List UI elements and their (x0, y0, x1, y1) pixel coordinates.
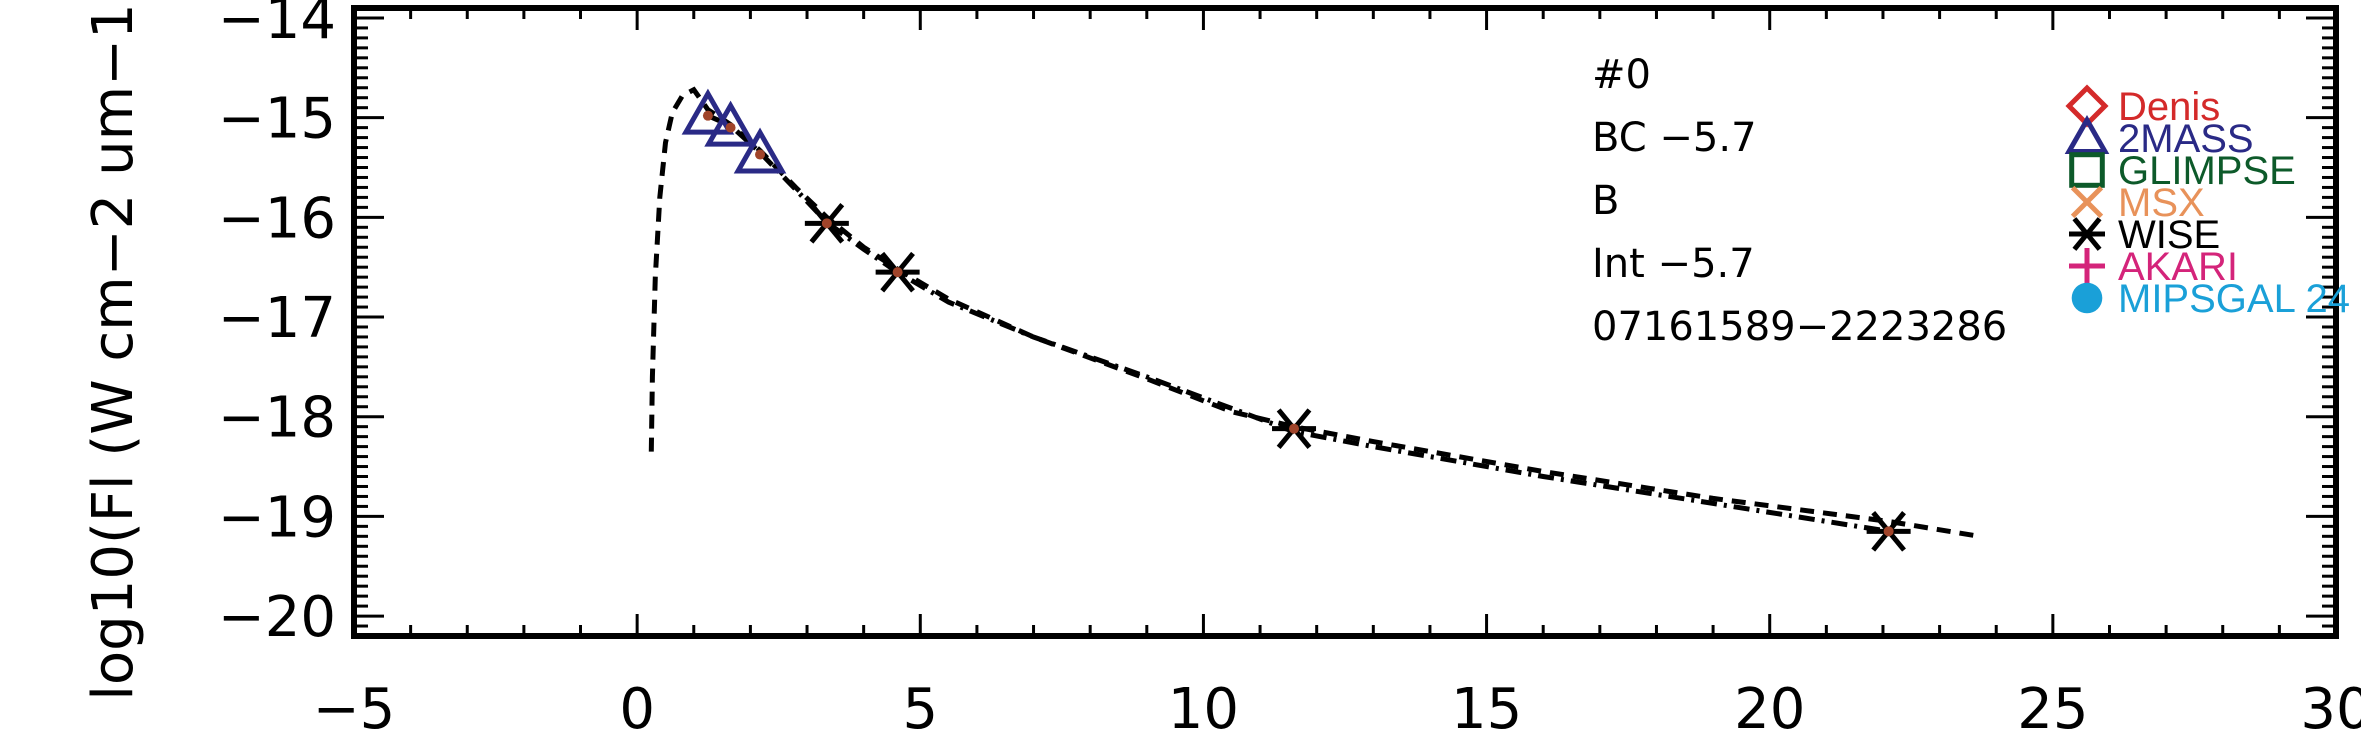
x-tick-label: 5 (902, 677, 938, 742)
flux-point (821, 218, 832, 229)
annotation-line: BC −5.7 (1592, 115, 1757, 161)
model-lines (648, 86, 1980, 539)
y-tick-label: −15 (218, 87, 336, 152)
2mass-point (681, 88, 735, 135)
legend-label: AKARI (2118, 245, 2238, 289)
legend-marker-mipsgal-24 (2071, 282, 2103, 314)
triangle-shape (2064, 114, 2110, 154)
dot-shape (1289, 423, 1300, 434)
legend-marker-glimpse (2069, 152, 2105, 188)
circle-shape (2071, 282, 2103, 314)
axes: −5 0 5 10 15 20 25 30 −20 −19 −18 −17 −16 −15 −14 (218, 0, 2361, 742)
dot-shape (1883, 526, 1894, 537)
legend-marker-wise (2069, 217, 2105, 251)
y-tick-label: −16 (218, 186, 336, 251)
triangle-shape (733, 127, 787, 174)
legend-label: 2MASS (2118, 117, 2254, 161)
y-tick-label: −14 (218, 0, 336, 52)
legend-label: WISE (2118, 213, 2220, 257)
dot-shape (892, 267, 903, 278)
2mass-point (733, 127, 787, 174)
data-markers (681, 88, 1911, 552)
x-tick-label: 10 (1168, 677, 1239, 742)
x-tick-label: 30 (2300, 677, 2361, 742)
legend-marker-msx (2070, 185, 2104, 219)
triangle-shape (704, 100, 757, 147)
triangle-shape (681, 88, 735, 135)
x-stroke (2070, 185, 2104, 219)
annotation-line: Int −5.7 (1592, 241, 1755, 287)
dot-shape (702, 110, 713, 121)
annotation-block: #0 BC −5.7 B Int −5.7 07161589−2223286 (1592, 52, 2007, 350)
flux-point (755, 149, 766, 160)
annotation-line: 07161589−2223286 (1592, 304, 2007, 350)
annotation-line: #0 (1592, 52, 1651, 98)
asterisk-stroke (2072, 217, 2102, 251)
legend-label: Denis (2118, 85, 2220, 129)
y-tick-label: −17 (218, 286, 336, 351)
model-line-dashed (648, 86, 1980, 539)
legend-label: MSX (2118, 181, 2205, 225)
2mass-point (704, 100, 757, 147)
dot-shape (755, 149, 766, 160)
model-line-dashdot (706, 113, 1889, 534)
x-tick-label: 15 (1451, 677, 1522, 742)
y-tick-label: −20 (218, 585, 336, 650)
x-tick-label: −5 (313, 677, 396, 742)
annotation-line: B (1592, 178, 1619, 224)
flux-point (1289, 423, 1300, 434)
square-shape (2069, 152, 2105, 188)
legend-label: GLIMPSE (2118, 149, 2296, 193)
x-tick-label: 20 (1734, 677, 1805, 742)
dot-shape (821, 218, 832, 229)
legend-marker-akari (2069, 248, 2105, 284)
flux-point (1883, 526, 1894, 537)
plot-frame (351, 5, 2339, 639)
flux-point (892, 267, 903, 278)
x-tick-label: 0 (619, 677, 655, 742)
y-axis-label: log10(Fl (W cm−2 um−1 (81, 3, 146, 700)
y-tick-label: −18 (218, 386, 336, 451)
x-tick-label: 25 (2017, 677, 2088, 742)
flux-point (702, 110, 713, 121)
y-tick-label: −19 (218, 485, 336, 550)
flux-point (725, 122, 736, 133)
legend-marker-2mass (2064, 114, 2110, 154)
dot-shape (725, 122, 736, 133)
legend-label: MIPSGAL 24 (2118, 277, 2350, 321)
